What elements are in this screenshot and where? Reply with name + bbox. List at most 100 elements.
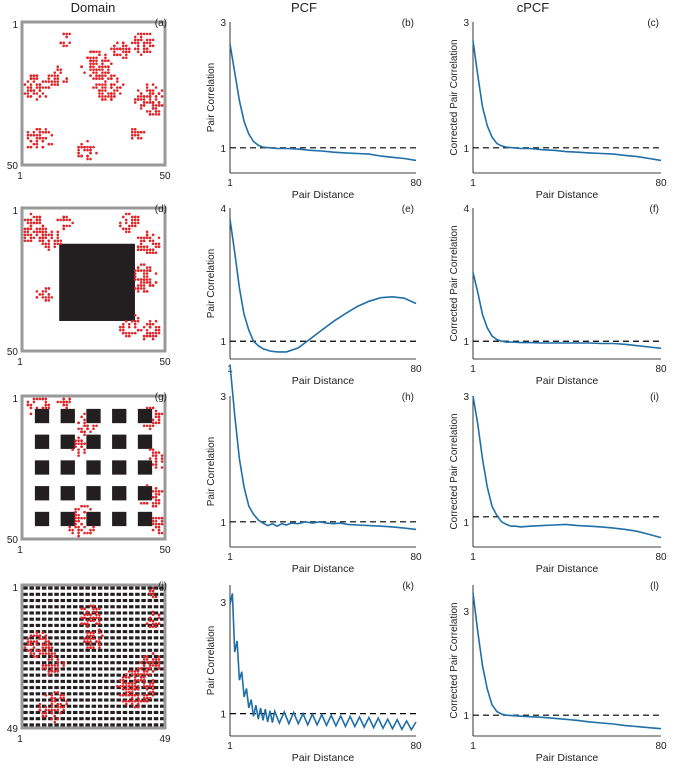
obstacle-block bbox=[79, 642, 84, 646]
agent-dot bbox=[142, 684, 146, 688]
obstacle-block bbox=[29, 630, 34, 634]
obstacle-block bbox=[79, 704, 84, 708]
agent-dot bbox=[145, 275, 149, 278]
agent-dot bbox=[151, 322, 155, 326]
agent-dot bbox=[145, 281, 149, 284]
agent-dot bbox=[145, 233, 149, 237]
obstacle-block bbox=[104, 586, 109, 590]
agent-dot bbox=[32, 142, 36, 146]
obstacle-block bbox=[112, 486, 127, 501]
agent-dot bbox=[133, 269, 137, 272]
obstacle-block bbox=[54, 586, 59, 590]
obstacle-block bbox=[122, 648, 128, 652]
agent-dot bbox=[86, 139, 89, 143]
agent-dot bbox=[151, 528, 155, 532]
agent-dot bbox=[44, 652, 48, 655]
obstacle-block bbox=[86, 511, 101, 527]
agent-dot bbox=[62, 664, 66, 667]
obstacle-block bbox=[122, 598, 128, 603]
agent-dot bbox=[136, 287, 140, 290]
agent-dot bbox=[154, 460, 158, 463]
agent-dot bbox=[133, 319, 137, 323]
agent-dot bbox=[38, 83, 42, 86]
obstacle-block bbox=[153, 723, 159, 727]
agent-dot bbox=[41, 139, 45, 143]
obstacle-block bbox=[29, 673, 34, 677]
agent-dot bbox=[38, 89, 42, 92]
obstacle-block bbox=[79, 636, 84, 640]
obstacle-block bbox=[66, 698, 72, 702]
obstacle-block bbox=[97, 617, 103, 621]
obstacle-block bbox=[128, 605, 134, 609]
agent-dot bbox=[56, 233, 60, 237]
agent-dot bbox=[121, 50, 125, 54]
agent-dot bbox=[148, 325, 152, 329]
agent-dot bbox=[151, 113, 155, 116]
agent-dot bbox=[154, 658, 158, 661]
obstacle-block bbox=[147, 679, 153, 683]
agent-dot bbox=[26, 233, 30, 237]
pcf-curve bbox=[472, 592, 662, 730]
y-tick-label: 3 bbox=[220, 18, 226, 29]
agent-dot bbox=[154, 463, 158, 466]
panel-label: (i) bbox=[650, 392, 659, 403]
agent-dot bbox=[65, 403, 68, 407]
agent-dot bbox=[154, 319, 158, 323]
obstacle-block bbox=[23, 630, 28, 634]
agent-dot bbox=[148, 278, 152, 281]
agent-dot bbox=[23, 230, 27, 234]
agent-dot bbox=[80, 622, 83, 626]
agent-dot bbox=[142, 269, 146, 272]
agent-dot bbox=[127, 687, 131, 691]
obstacle-block bbox=[112, 511, 127, 527]
agent-dot bbox=[121, 693, 125, 697]
obstacle-block bbox=[91, 623, 97, 627]
obstacle-block bbox=[104, 654, 109, 659]
obstacle-block bbox=[72, 723, 78, 727]
obstacle-block bbox=[23, 723, 28, 727]
obstacle-block bbox=[147, 704, 153, 708]
agent-dot bbox=[62, 696, 66, 700]
domain-tick-min-x: 1 bbox=[17, 171, 23, 182]
obstacle-block bbox=[41, 623, 47, 627]
agent-dot bbox=[98, 607, 101, 611]
agent-dot bbox=[50, 708, 54, 712]
agent-dot bbox=[148, 92, 152, 95]
obstacle-block bbox=[60, 605, 66, 609]
agent-dot bbox=[98, 74, 101, 77]
obstacle-block bbox=[66, 611, 72, 615]
obstacle-block bbox=[112, 434, 127, 449]
agent-dot bbox=[35, 86, 39, 89]
agent-dot bbox=[56, 242, 60, 246]
agent-dot bbox=[50, 655, 54, 658]
agent-dot bbox=[95, 607, 98, 611]
agent-dot bbox=[148, 101, 152, 104]
agent-dot bbox=[154, 104, 158, 107]
obstacle-block bbox=[97, 586, 103, 590]
agent-dot bbox=[41, 631, 45, 634]
agent-dot bbox=[160, 490, 164, 493]
agent-dot bbox=[154, 110, 158, 113]
agent-dot bbox=[98, 616, 101, 620]
obstacle-block bbox=[85, 617, 90, 621]
obstacle-block bbox=[135, 698, 140, 702]
obstacle-block bbox=[54, 611, 59, 615]
agent-dot bbox=[124, 50, 128, 54]
agent-dot bbox=[44, 95, 48, 98]
agent-dot bbox=[38, 95, 42, 98]
obstacle-block bbox=[153, 642, 159, 646]
agent-dot bbox=[157, 331, 161, 335]
agent-dot bbox=[133, 287, 137, 290]
obstacle-block bbox=[122, 661, 128, 665]
agent-dot bbox=[157, 655, 161, 658]
agent-dot bbox=[145, 110, 149, 113]
obstacle-block bbox=[72, 717, 78, 721]
obstacle-block bbox=[104, 698, 109, 702]
agent-dot bbox=[89, 59, 92, 63]
agent-dot bbox=[119, 47, 122, 51]
agent-dot bbox=[98, 77, 101, 80]
agent-dot bbox=[142, 284, 146, 287]
